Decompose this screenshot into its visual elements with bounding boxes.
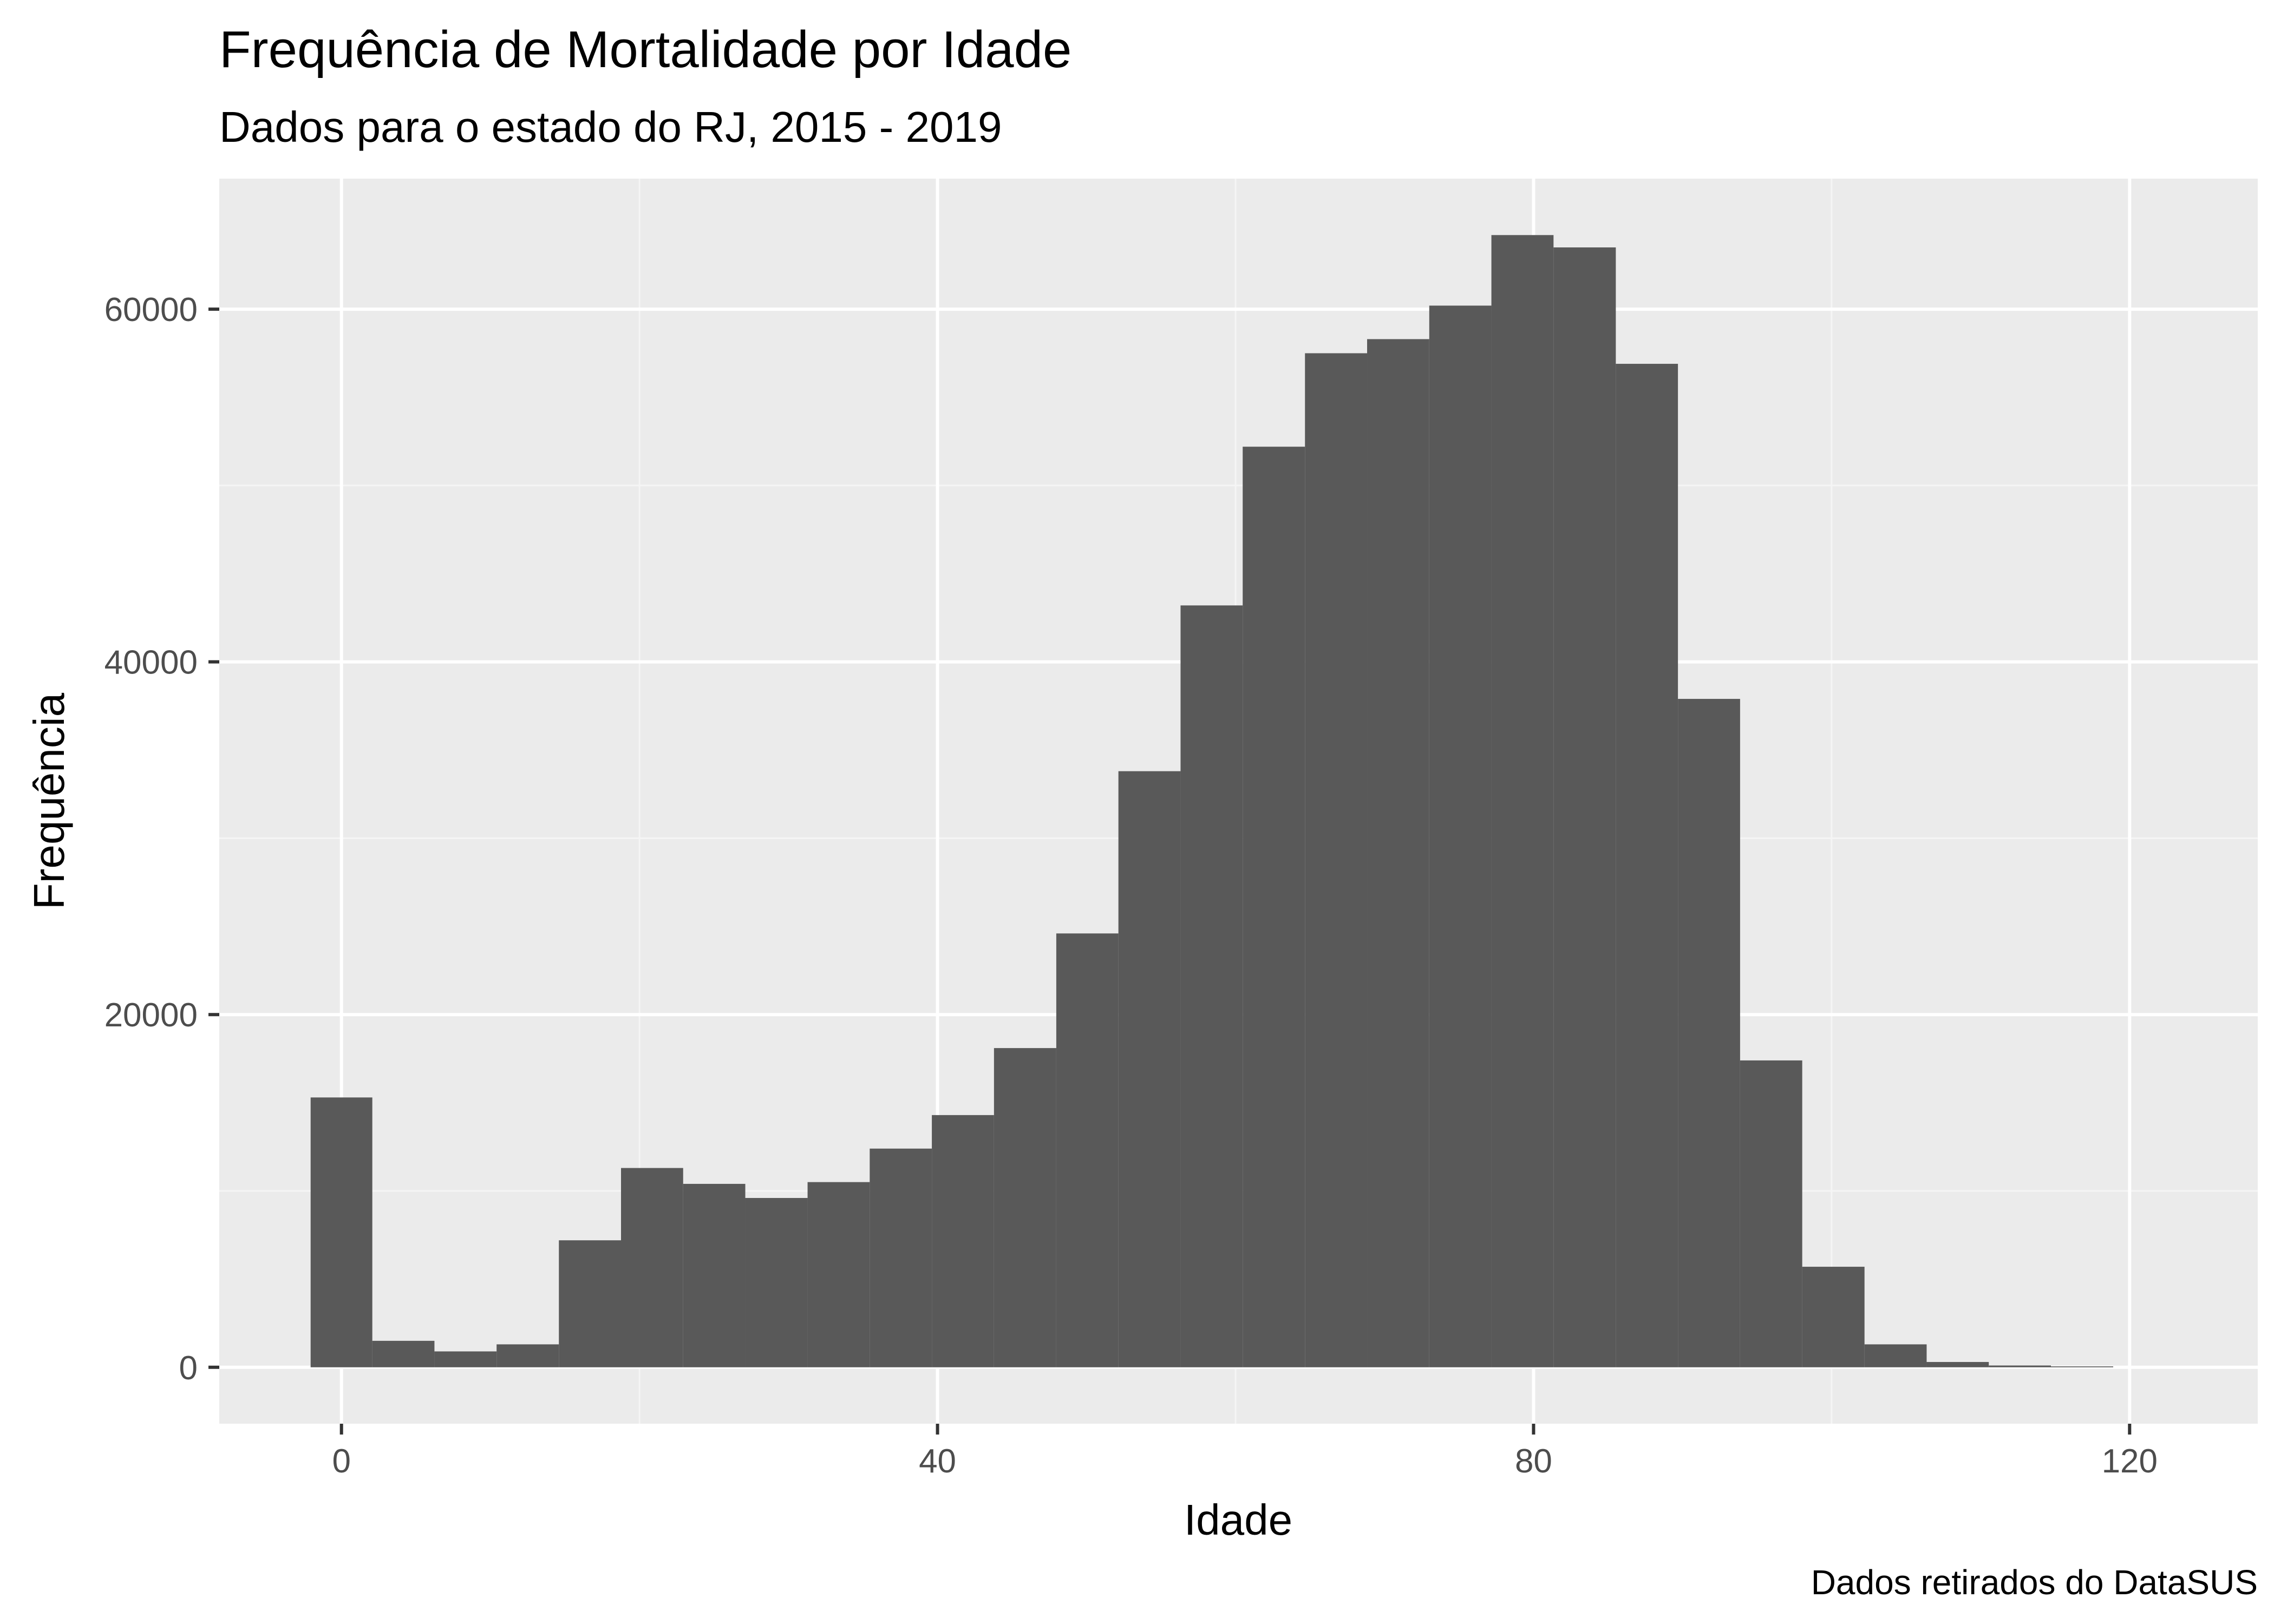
histogram-bar (994, 1048, 1056, 1367)
histogram-bar (1180, 605, 1243, 1367)
histogram-bar (434, 1351, 497, 1367)
y-tick-label: 0 (179, 1350, 198, 1387)
y-axis-ticks: 0 20000 40000 60000 (104, 291, 219, 1387)
histogram-bar (745, 1198, 808, 1367)
histogram-bar (1989, 1365, 2051, 1367)
x-tick-label: 0 (332, 1443, 350, 1480)
histogram-bar (372, 1340, 435, 1367)
histogram-bar (310, 1097, 373, 1367)
x-axis-ticks: 0 40 80 120 (332, 1424, 2158, 1480)
histogram-bar (559, 1240, 621, 1367)
x-tick-label: 40 (919, 1443, 956, 1480)
histogram-bar (1926, 1361, 1989, 1367)
histogram-bar (932, 1115, 994, 1367)
histogram-bar (1491, 235, 1554, 1367)
histogram-bars (310, 235, 2114, 1367)
histogram-bar (807, 1182, 870, 1367)
histogram-bar (1864, 1344, 1927, 1367)
histogram-bar (1056, 933, 1119, 1367)
histogram-bar (870, 1148, 932, 1367)
x-tick-label: 120 (2102, 1443, 2158, 1480)
histogram-bar (1305, 353, 1368, 1367)
chart-title: Frequência de Mortalidade por Idade (219, 21, 1071, 78)
histogram-bar (1740, 1060, 1802, 1367)
histogram-bar (1616, 364, 1678, 1367)
y-tick-label: 20000 (104, 997, 198, 1034)
histogram-bar (1118, 771, 1181, 1367)
x-axis-title: Idade (1184, 1496, 1292, 1544)
y-tick-label: 60000 (104, 291, 198, 329)
histogram-bar (620, 1168, 683, 1367)
histogram-bar (1678, 699, 1740, 1367)
histogram-bar (496, 1344, 559, 1367)
y-axis-title: Frequência (25, 692, 73, 909)
x-tick-label: 80 (1515, 1443, 1552, 1480)
histogram-bar (2050, 1366, 2114, 1367)
histogram-bar (1802, 1267, 1865, 1367)
histogram-bar (1553, 247, 1616, 1367)
chart-subtitle: Dados para o estado do RJ, 2015 - 2019 (219, 103, 1002, 151)
histogram-bar (1243, 447, 1305, 1367)
histogram-bar (683, 1183, 746, 1367)
chart-caption: Dados retirados do DataSUS (1811, 1563, 2258, 1602)
y-tick-label: 40000 (104, 644, 198, 682)
histogram-bar (1429, 305, 1492, 1367)
histogram-bar (1367, 339, 1429, 1367)
